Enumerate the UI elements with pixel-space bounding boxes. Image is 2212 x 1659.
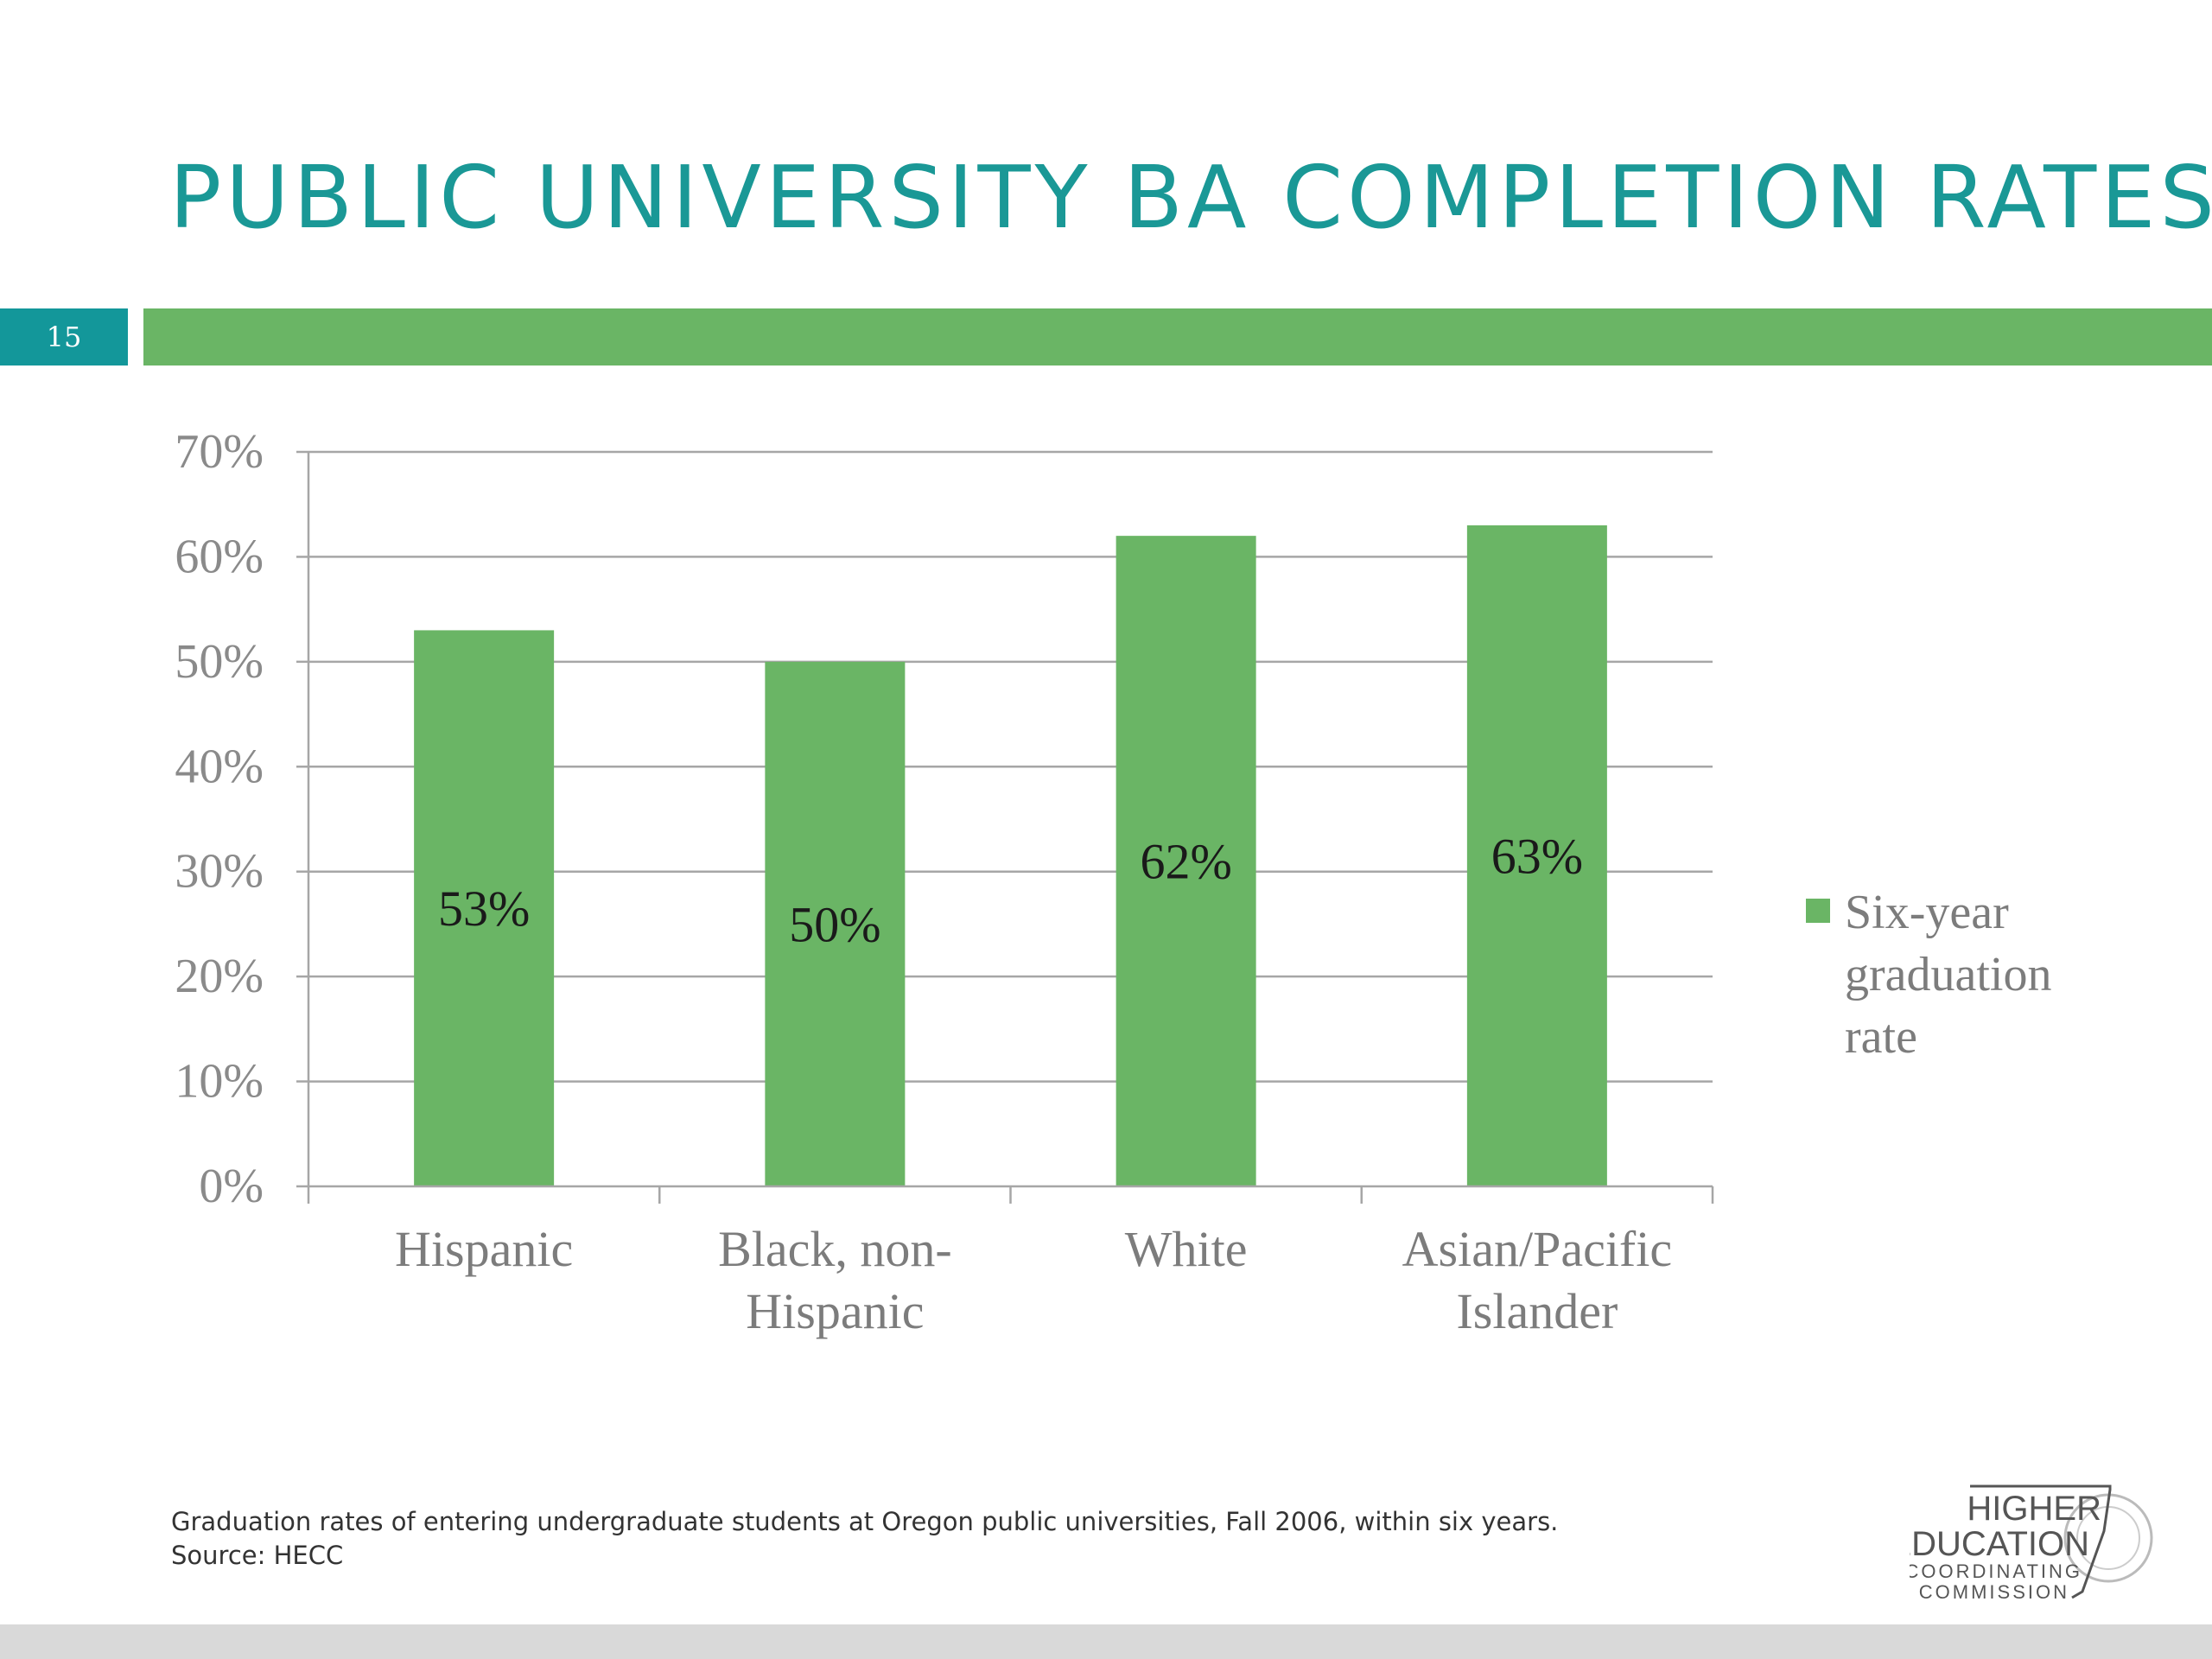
y-tick-label: 40%	[175, 740, 264, 793]
logo-frame	[1970, 1484, 2112, 1599]
logo-text-education: EDUCATION	[1910, 1525, 2089, 1563]
bar	[1466, 525, 1607, 1186]
x-category-label: White	[1125, 1221, 1248, 1277]
legend-label: graduation	[1845, 948, 2051, 1001]
slide-title: PUBLIC UNIVERSITY BA COMPLETION RATES	[169, 147, 2212, 248]
bar-chart: 0% 10% 20% 30% 40% 50% 60% 70% Hispanic Black, n…	[175, 425, 2051, 1339]
x-category-label: Hispanic	[395, 1221, 573, 1277]
bar	[765, 661, 906, 1186]
footnote-source: Source: HECC	[171, 1541, 344, 1570]
y-tick-label: 70%	[175, 425, 264, 479]
legend: Six-year graduation rate	[1806, 886, 2051, 1064]
header-accent-bar	[143, 308, 2212, 365]
y-tick-label: 60%	[175, 530, 264, 583]
logo-text-coordinating: COORDINATING	[1910, 1560, 2082, 1582]
hecc-logo: HIGHER EDUCATION COORDINATING COMMISSION	[1910, 1484, 2153, 1603]
y-tick-label: 50%	[175, 635, 264, 689]
y-axis-tick-labels: 0% 10% 20% 30% 40% 50% 60% 70%	[175, 425, 264, 1213]
y-tick-label: 10%	[175, 1055, 264, 1109]
y-tick-label: 20%	[175, 950, 264, 1003]
data-label: 50%	[789, 896, 880, 952]
y-tick-label: 30%	[175, 845, 264, 899]
bar	[414, 630, 555, 1186]
bar	[1116, 536, 1256, 1186]
legend-label: Six-year	[1845, 886, 2009, 939]
x-category-label: Islander	[1456, 1283, 1618, 1339]
data-label: 63%	[1491, 829, 1583, 885]
x-category-label: Hispanic	[746, 1283, 924, 1339]
x-category-label: Black, non-	[718, 1221, 952, 1277]
legend-label: rate	[1845, 1010, 1917, 1064]
slide-number: 15	[0, 308, 128, 365]
x-axis-category-labels: Hispanic Black, non- Hispanic White Asian/Pa…	[395, 1221, 1672, 1339]
bars	[414, 525, 1607, 1186]
data-label: 53%	[438, 880, 530, 937]
axes	[307, 452, 1714, 1204]
legend-swatch	[1806, 899, 1830, 923]
footnote-description: Graduation rates of entering undergradua…	[171, 1507, 1559, 1536]
y-tick-label: 0%	[199, 1160, 264, 1213]
logo-text-commission: COMMISSION	[1919, 1581, 2069, 1603]
data-label: 62%	[1140, 834, 1231, 890]
data-labels: 53% 50% 62% 63%	[438, 829, 1583, 953]
footer-bar	[0, 1624, 2212, 1659]
footnote: Graduation rates of entering undergradua…	[171, 1505, 1558, 1573]
logo-text-higher: HIGHER	[1967, 1490, 2101, 1528]
x-category-label: Asian/Pacific	[1402, 1221, 1672, 1277]
